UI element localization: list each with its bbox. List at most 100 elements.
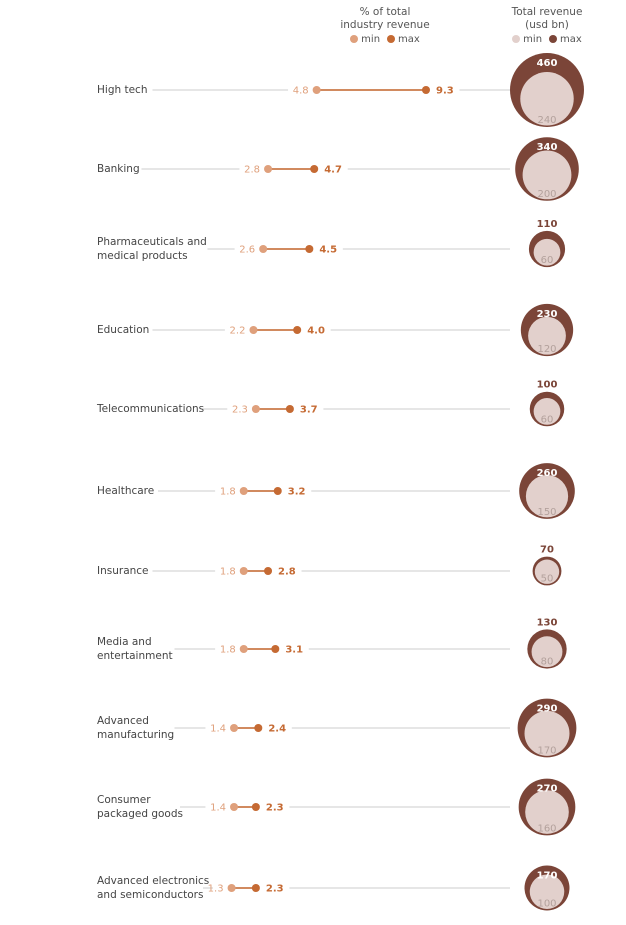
revenue-min-bubble [533,398,561,425]
pct-min-label: 1.8 [220,567,236,578]
pct-header: % of total industry revenue min max [318,6,452,46]
pct-header-title-1: % of total [359,6,411,18]
revenue-min-label: 100 [537,898,556,909]
revenue-min-bubble [534,559,560,584]
category-label: Insurance [97,565,149,577]
pct-max-point [254,724,263,732]
revenue-min-label: 80 [541,657,554,668]
pct-min-label: 2.8 [244,165,260,176]
revenue-min-label: 50 [541,573,554,584]
pct-max-point [264,567,273,575]
revenue-max-label: 340 [537,142,558,153]
category-label: Media and entertainment [97,636,173,662]
pct-min-point [227,884,236,892]
revenue-min-label: 240 [537,115,556,126]
revenue-min-label: 120 [537,344,556,355]
revenue-min-label: 60 [541,414,554,425]
revenue-min-bubble [524,710,570,756]
pct-min-label: 2.2 [230,326,246,337]
pct-max-point [421,86,430,94]
revenue-legend-max-label: max [560,34,582,45]
pct-legend: min max [318,33,452,46]
revenue-max-label: 290 [537,704,558,715]
revenue-legend-max-swatch [549,35,558,43]
revenue-legend: min max [490,33,604,46]
revenue-legend-min-label: min [523,34,543,45]
revenue-max-label: 100 [537,380,558,391]
pct-max-point [305,245,314,253]
pct-min-point [249,326,258,334]
pct-max-label: 2.3 [266,803,284,814]
pct-max-point [251,884,260,892]
pct-min-point [239,487,248,495]
pct-max-point [271,645,280,653]
pct-min-label: 2.3 [232,405,248,416]
pct-min-point [264,165,273,173]
category-label: Banking [97,163,140,175]
category-label: Telecommunications [97,403,205,415]
revenue-min-label: 160 [537,823,556,834]
revenue-min-bubble [528,316,566,355]
category-label: Education [97,324,150,336]
category-label: Advanced electronics and semiconductors [97,875,210,901]
revenue-min-label: 170 [537,745,556,756]
category-label: Pharmaceuticals and medical products [97,236,207,262]
revenue-min-bubble [525,475,569,518]
revenue-min-bubble [520,72,574,126]
category-label: Consumer packaged goods [97,794,183,820]
pct-min-point [259,245,268,253]
category-label: Advanced manufacturing [97,715,175,741]
pct-max-point [273,487,282,495]
pct-max-point [293,326,302,334]
revenue-max-label: 130 [537,617,558,628]
pct-min-label: 1.4 [210,724,226,735]
pct-max-point [251,803,260,811]
pct-max-label: 3.7 [300,405,318,416]
revenue-legend-min-swatch [512,35,521,43]
pct-max-label: 2.3 [266,884,284,895]
pct-min-label: 1.3 [208,884,224,895]
revenue-min-bubble [533,238,561,266]
revenue-min-bubble [531,636,563,668]
revenue-max-label: 230 [537,309,558,320]
revenue-min-label: 150 [537,507,556,518]
revenue-max-label: 260 [537,468,558,479]
pct-legend-max-label: max [398,34,420,45]
pct-min-point [230,724,239,732]
revenue-header-title-2: (usd bn) [525,19,569,31]
pct-max-label: 3.2 [288,487,306,498]
revenue-min-label: 60 [541,255,554,266]
pct-min-point [230,803,239,811]
revenue-max-label: 460 [537,58,558,69]
revenue-header-title-1: Total revenue [511,6,583,18]
pct-max-label: 2.4 [268,724,286,735]
revenue-max-label: 170 [537,871,558,882]
pct-max-label: 2.8 [278,567,296,578]
pct-legend-min-swatch [350,35,359,43]
pct-min-point [239,567,248,575]
pct-legend-min-label: min [361,34,381,45]
pct-min-point [312,86,321,94]
revenue-max-label: 110 [537,219,558,230]
pct-min-label: 1.8 [220,487,236,498]
revenue-max-label: 270 [537,784,558,795]
pct-max-label: 4.7 [324,165,342,176]
pct-min-label: 1.8 [220,645,236,656]
category-label: High tech [97,84,148,96]
revenue-max-label: 70 [540,545,554,556]
revenue-min-bubble [522,150,572,200]
pct-min-label: 2.6 [239,245,255,256]
pct-min-point [251,405,260,413]
pct-max-point [285,405,294,413]
pct-min-label: 4.8 [293,86,309,97]
pct-max-point [310,165,319,173]
pct-max-label: 4.0 [307,326,325,337]
revenue-min-label: 200 [537,189,556,200]
pct-min-label: 1.4 [210,803,226,814]
pct-max-label: 9.3 [436,86,454,97]
pct-max-label: 4.5 [319,245,337,256]
pct-header-title-2: industry revenue [340,19,430,31]
category-label: Healthcare [97,485,155,497]
pct-max-label: 3.1 [285,645,303,656]
